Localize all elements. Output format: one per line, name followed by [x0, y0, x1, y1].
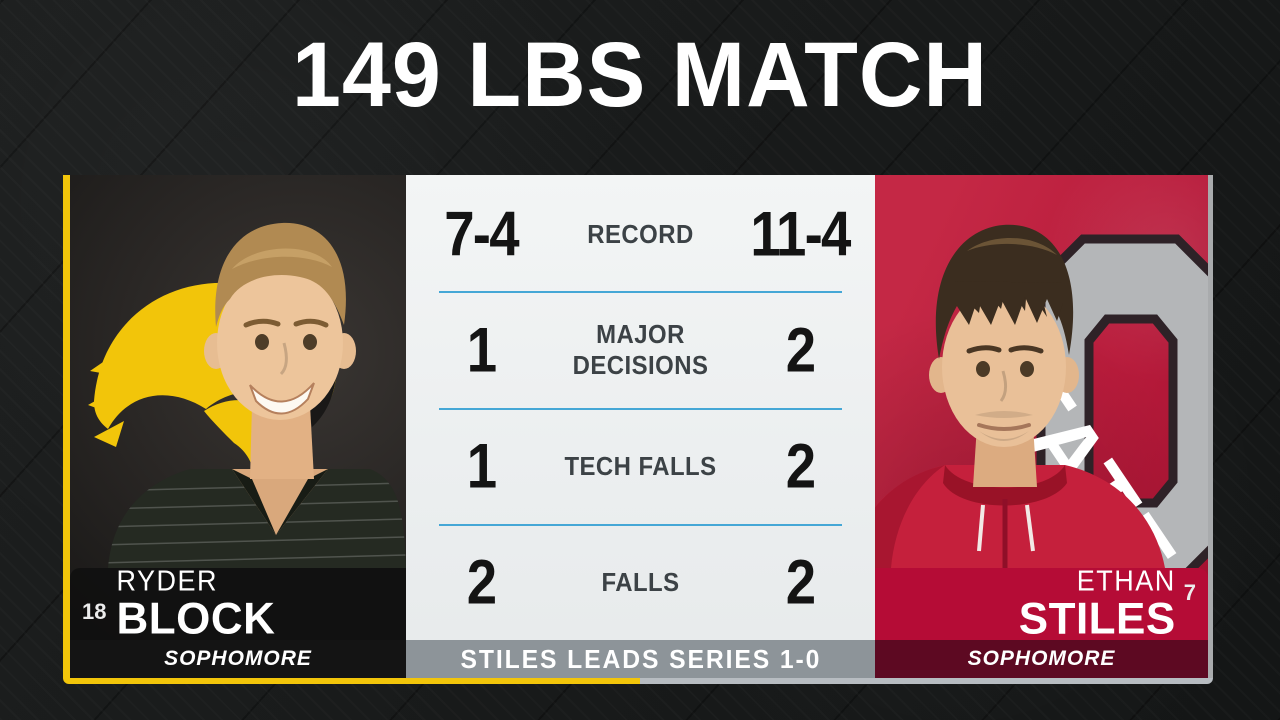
- bottom-border-strip: [63, 678, 1213, 684]
- stat-row-tech-falls: 1 TECH FALLS 2: [406, 410, 875, 524]
- series-bar: STILES LEADS SERIES 1-0: [406, 640, 875, 678]
- name-bar-left: 18 RYDER BLOCK: [70, 564, 406, 643]
- stat-row-falls: 2 FALLS 2: [406, 526, 875, 640]
- page-title: 149 LBS MATCH: [292, 23, 988, 126]
- stats-panel: 7-4 RECORD 11-4 1 MAJOR DECISIONS 2 1 TE…: [406, 175, 875, 678]
- stat-value-right: 2: [785, 315, 816, 386]
- matchup-board: 18 RYDER BLOCK SOPHOMORE 7-4 RECORD 11-4…: [63, 175, 1213, 678]
- wrestler-photo-right: STATE: [875, 175, 1208, 640]
- stat-value-left: 2: [466, 547, 497, 619]
- stat-value-left: 7-4: [444, 198, 519, 270]
- row-divider: [438, 291, 843, 294]
- wrestler-card-left: 18 RYDER BLOCK SOPHOMORE: [63, 175, 406, 678]
- wrestler-name-left: RYDER BLOCK: [116, 564, 276, 643]
- bottom-border-right-gray: [640, 678, 1213, 684]
- stat-label: MAJOR DECISIONS: [572, 319, 709, 381]
- class-year-left: SOPHOMORE: [70, 640, 406, 678]
- stat-label: TECH FALLS: [564, 451, 717, 482]
- last-name-left: BLOCK: [116, 593, 276, 643]
- class-year-right: SOPHOMORE: [875, 640, 1208, 678]
- first-name-right: ETHAN: [1076, 564, 1176, 597]
- row-divider: [438, 523, 843, 526]
- wrestler-photo-left: [70, 175, 406, 640]
- rank-left: 18: [82, 599, 107, 624]
- row-divider: [438, 407, 843, 410]
- stat-value-right: 2: [785, 547, 816, 619]
- first-name-left: RYDER: [116, 564, 219, 597]
- stat-row-major-decisions: 1 MAJOR DECISIONS 2: [406, 293, 875, 407]
- bottom-border-left-gold: [63, 678, 640, 684]
- stat-value-right: 2: [785, 431, 816, 502]
- last-name-right: STILES: [1018, 593, 1176, 643]
- rank-right: 7: [1183, 580, 1196, 605]
- stat-label: FALLS: [601, 567, 680, 598]
- stat-row-record: 7-4 RECORD 11-4: [406, 177, 875, 291]
- wrestler-name-right: ETHAN STILES: [1018, 564, 1176, 643]
- player-photo-right: [875, 175, 1208, 640]
- player-photo-left: [70, 175, 406, 640]
- stat-value-right: 11-4: [750, 198, 851, 270]
- series-note: STILES LEADS SERIES 1-0: [460, 643, 821, 674]
- stat-value-left: 1: [466, 431, 497, 502]
- wrestler-card-right: STATE: [875, 175, 1213, 678]
- stat-value-left: 1: [466, 315, 497, 386]
- stat-label: RECORD: [587, 218, 694, 249]
- stats-rows: 7-4 RECORD 11-4 1 MAJOR DECISIONS 2 1 TE…: [406, 175, 875, 640]
- name-bar-right: ETHAN STILES 7: [875, 564, 1208, 643]
